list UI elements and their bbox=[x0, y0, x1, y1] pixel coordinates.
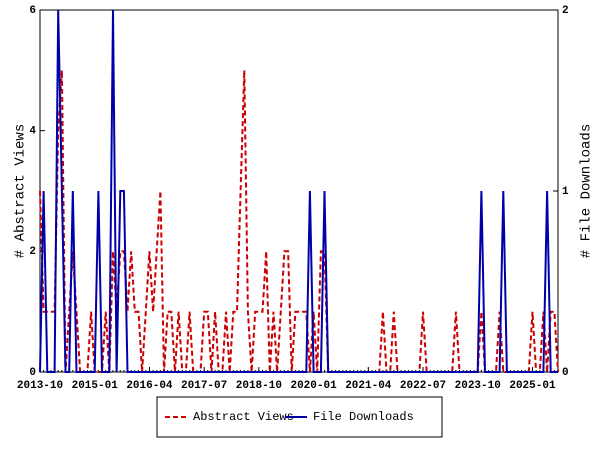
y-tick-label: 6 bbox=[29, 5, 36, 17]
y-tick-label: 0 bbox=[29, 367, 36, 379]
x-tick-label: 2016-04 bbox=[126, 380, 173, 392]
legend-label: File Downloads bbox=[313, 410, 414, 424]
y2-tick-label: 0 bbox=[562, 367, 569, 379]
x-tick-label: 2020-01 bbox=[290, 380, 337, 392]
x-tick-label: 2021-04 bbox=[345, 380, 392, 392]
y-tick-label: 4 bbox=[29, 126, 36, 138]
y-axis-title: # Abstract Views bbox=[13, 124, 29, 258]
x-tick-label: 2015-01 bbox=[72, 380, 119, 392]
x-tick-label: 2022-07 bbox=[400, 380, 446, 392]
y2-tick-label: 1 bbox=[562, 186, 569, 198]
y2-axis-title: # File Downloads bbox=[579, 124, 595, 258]
x-tick-label: 2013-10 bbox=[17, 380, 63, 392]
x-tick-label: 2023-10 bbox=[455, 380, 501, 392]
legend-label: Abstract Views bbox=[193, 410, 294, 424]
y2-tick-label: 2 bbox=[562, 5, 569, 17]
x-tick-label: 2017-07 bbox=[181, 380, 227, 392]
y-tick-label: 2 bbox=[29, 246, 36, 258]
x-tick-label: 2025-01 bbox=[509, 380, 556, 392]
series-line bbox=[39, 9, 558, 373]
x-tick-label: 2018-10 bbox=[236, 380, 282, 392]
